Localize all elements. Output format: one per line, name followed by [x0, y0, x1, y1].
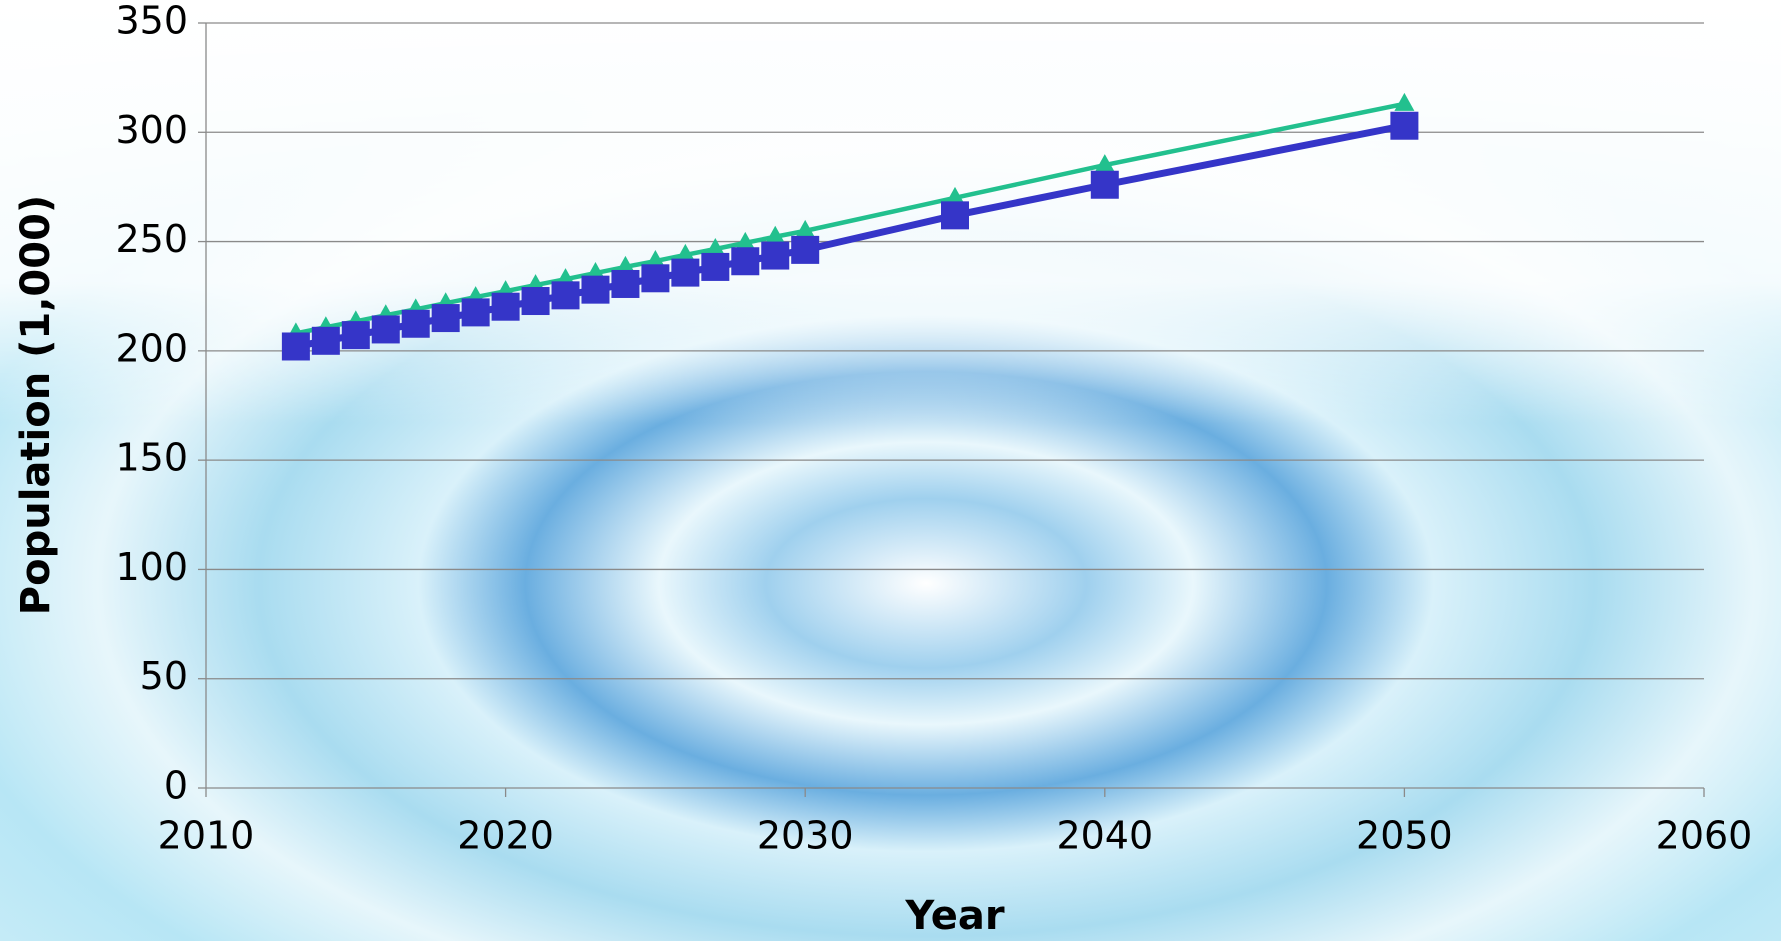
y-tick-label: 250 [115, 217, 188, 261]
marker [1091, 171, 1119, 199]
y-tick-label: 50 [140, 654, 188, 698]
y-tick-label: 150 [115, 436, 188, 480]
x-axis-title: Year [904, 893, 1004, 939]
marker [552, 281, 580, 309]
marker [671, 259, 699, 287]
marker [701, 253, 729, 281]
marker [492, 293, 520, 321]
marker [641, 264, 669, 292]
marker [731, 247, 759, 275]
y-tick-label: 100 [115, 545, 188, 589]
x-tick-label: 2050 [1356, 814, 1453, 858]
page: 0 50 100 150 200 250 300 350 2010 2020 2030 2040 205… [0, 0, 1781, 941]
marker [761, 242, 789, 270]
marker [611, 270, 639, 298]
y-tick-label: 350 [115, 0, 188, 43]
y-tick-label: 200 [115, 326, 188, 370]
marker [282, 332, 310, 360]
chart: 0 50 100 150 200 250 300 350 2010 2020 2030 2040 205… [0, 0, 1781, 941]
x-tick-label: 2020 [457, 814, 554, 858]
marker [522, 287, 550, 315]
marker [402, 310, 430, 338]
background-fade [0, 0, 1781, 941]
marker [791, 236, 819, 264]
marker [312, 327, 340, 355]
marker [372, 315, 400, 343]
x-tick-label: 2060 [1656, 814, 1753, 858]
x-tick-label: 2030 [757, 814, 854, 858]
x-tick-label: 2040 [1056, 814, 1153, 858]
marker [581, 276, 609, 304]
marker [432, 304, 460, 332]
marker [342, 321, 370, 349]
y-axis-title: Population (1,000) [13, 195, 59, 615]
y-tick-label: 300 [115, 108, 188, 152]
y-tick-label: 0 [164, 764, 188, 808]
marker [462, 298, 490, 326]
x-tick-label: 2010 [158, 814, 255, 858]
marker [941, 201, 969, 229]
marker [1390, 112, 1418, 140]
